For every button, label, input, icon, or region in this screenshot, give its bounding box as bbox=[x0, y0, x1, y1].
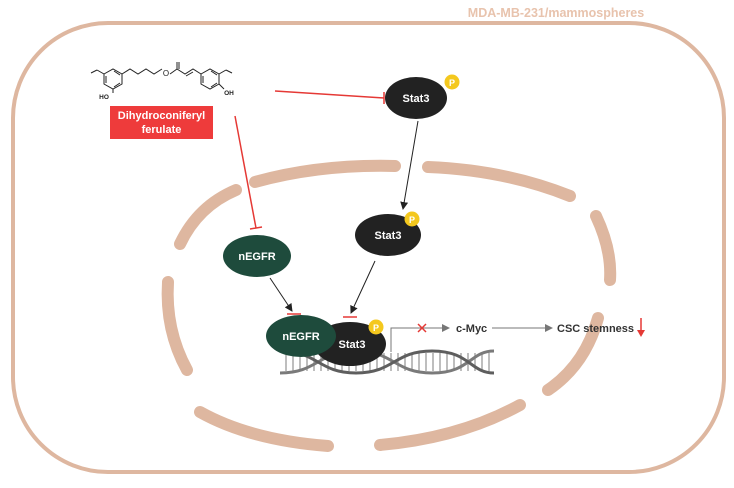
stat3-cytoplasm bbox=[385, 77, 447, 119]
compound-name-line2: ferulate bbox=[141, 123, 182, 136]
phospho-badge-nucleus bbox=[404, 211, 420, 227]
negfr-complex bbox=[266, 315, 336, 357]
compound-name-label: Dihydroconiferyl ferulate bbox=[110, 106, 213, 139]
arrow-to-cmyc bbox=[390, 324, 450, 352]
decrease-arrow-icon bbox=[637, 318, 645, 337]
compound-name-line1: Dihydroconiferyl bbox=[117, 109, 206, 122]
stat3-cytoplasm-label: Stat3 bbox=[403, 93, 430, 105]
csc-stemness-label: CSC stemness bbox=[557, 323, 634, 335]
phospho-badge-cytoplasm-label: P bbox=[449, 78, 455, 88]
negfr-free-label: nEGFR bbox=[238, 251, 275, 263]
cell-membrane bbox=[11, 21, 726, 474]
phospho-badge-complex bbox=[368, 319, 384, 335]
negfr-free bbox=[223, 235, 291, 277]
stat3-nucleus bbox=[355, 214, 421, 256]
hydroxyl-left-label: HO bbox=[99, 94, 109, 101]
arrow-negfr-to-complex bbox=[269, 277, 293, 312]
phospho-badge-cytoplasm bbox=[444, 74, 460, 90]
arrow-stat3-to-complex bbox=[350, 260, 376, 314]
stat3-nucleus-label: Stat3 bbox=[375, 230, 402, 242]
arrow-stat3-translocation bbox=[400, 120, 419, 210]
inhibition-negfr bbox=[234, 115, 263, 230]
ester-oxygen-label: O bbox=[163, 69, 169, 78]
hydroxyl-right-label: OH bbox=[224, 90, 234, 97]
cell-context-title: MDA-MB-231/mammospheres bbox=[468, 6, 644, 20]
blocked-transcription-mark bbox=[417, 323, 427, 333]
cmyc-label: c-Myc bbox=[456, 323, 487, 335]
compound-structure bbox=[90, 62, 233, 93]
negfr-complex-label: nEGFR bbox=[282, 331, 319, 343]
dna-helix bbox=[279, 349, 495, 375]
phospho-badge-nucleus-label: P bbox=[409, 215, 415, 225]
inhibition-stat3-cytoplasm bbox=[274, 90, 385, 104]
phospho-badge-complex-label: P bbox=[373, 323, 379, 333]
stat3-complex-label: Stat3 bbox=[339, 339, 366, 351]
nuclear-envelope bbox=[161, 159, 617, 452]
